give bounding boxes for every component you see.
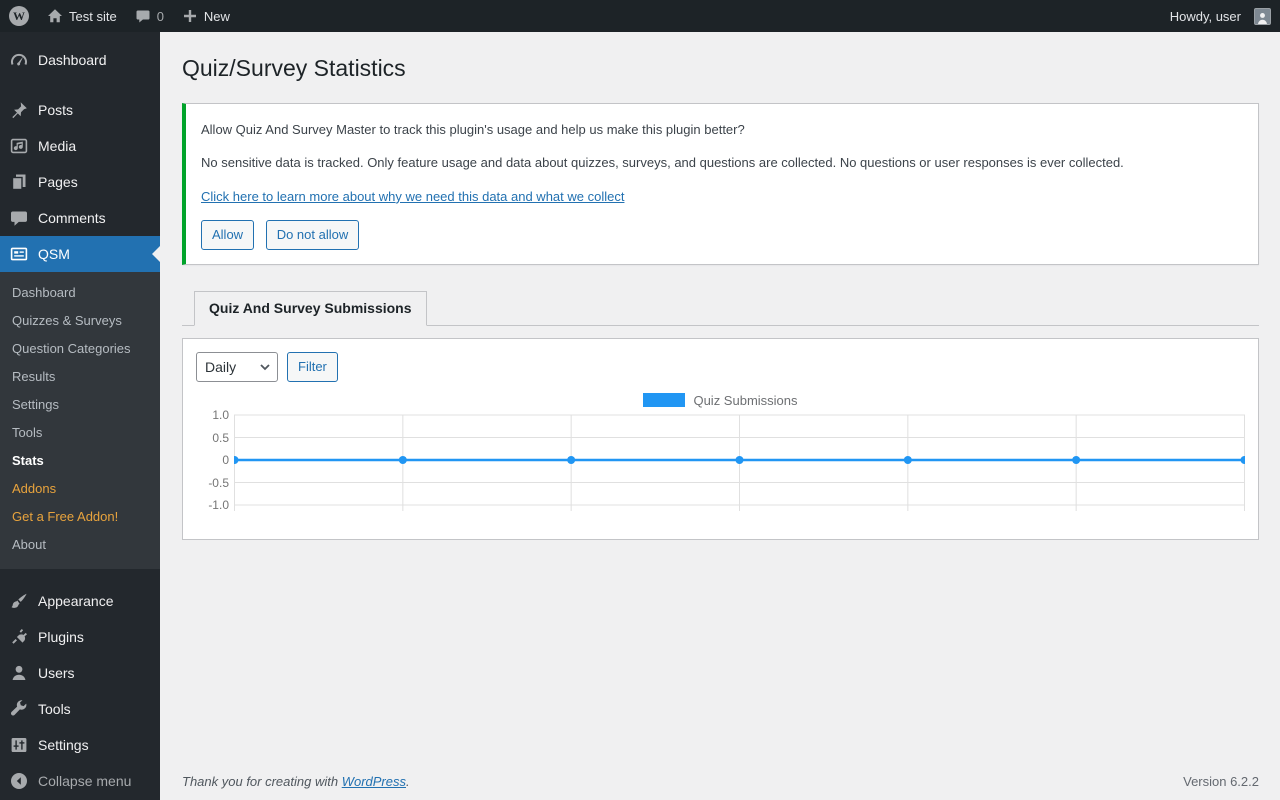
wordpress-menu-button[interactable]: W — [0, 0, 38, 32]
sidebar-item-plugins[interactable]: Plugins — [0, 619, 160, 655]
y-tick-label: -0.5 — [208, 475, 229, 490]
qsm-submenu-item-quizzes-surveys[interactable]: Quizzes & Surveys — [12, 313, 122, 328]
sidebar-item-appearance[interactable]: Appearance — [0, 583, 160, 619]
collapse-menu-label: Collapse menu — [38, 773, 132, 789]
sidebar-item-qsm[interactable]: QSM — [0, 236, 160, 272]
sidebar-item-label: Settings — [38, 737, 89, 753]
avatar — [1254, 7, 1271, 25]
chart-y-axis: 1.0 0.5 0 -0.5 -1.0 — [196, 408, 229, 513]
sidebar-item-label: QSM — [38, 246, 70, 262]
paintbrush-icon — [9, 591, 29, 611]
sidebar-item-label: Dashboard — [38, 52, 107, 68]
site-name: Test site — [69, 8, 117, 24]
admin-bar-left: W Test site 0 New — [0, 0, 239, 32]
comments-bubble-icon — [135, 8, 151, 24]
new-content-button[interactable]: New — [173, 0, 239, 32]
page-title: Quiz/Survey Statistics — [182, 55, 406, 81]
sidebar-item-media[interactable]: Media — [0, 128, 160, 164]
notice-detail: No sensitive data is tracked. Only featu… — [201, 155, 1124, 171]
legend-label: Quiz Submissions — [693, 392, 798, 408]
filter-button[interactable]: Filter — [287, 352, 338, 383]
qsm-submenu-item-dashboard[interactable]: Dashboard — [12, 285, 76, 300]
footer-thanks: Thank you for creating with WordPress. — [182, 774, 410, 789]
site-link[interactable]: Test site — [38, 0, 126, 32]
admin-sidebar: Dashboard Posts Media Pages Comments — [0, 32, 160, 800]
sidebar-item-label: Appearance — [38, 593, 114, 609]
qsm-submenu-item-about[interactable]: About — [12, 537, 46, 552]
chart-canvas — [234, 414, 1245, 512]
qsm-submenu-item-tools[interactable]: Tools — [12, 425, 43, 440]
y-tick-label: 0.5 — [212, 430, 229, 445]
do-not-allow-button[interactable]: Do not allow — [265, 220, 360, 251]
my-account[interactable]: Howdy, user — [1161, 0, 1280, 32]
wordpress-logo-icon: W — [9, 6, 29, 26]
qsm-forms-icon — [9, 244, 29, 264]
stats-tabs: Quiz And Survey Submissions — [182, 291, 1259, 327]
legend-swatch — [643, 393, 686, 408]
new-label: New — [203, 8, 230, 24]
y-tick-label: -1.0 — [208, 498, 229, 513]
qsm-submenu-item-question-categories[interactable]: Question Categories — [12, 341, 131, 356]
qsm-submenu-item-free-addon[interactable]: Get a Free Addon! — [12, 509, 119, 524]
sidebar-item-label: Pages — [38, 174, 78, 190]
sidebar-item-comments[interactable]: Comments — [0, 200, 160, 236]
user-icon — [9, 663, 29, 683]
sidebar-item-dashboard[interactable]: Dashboard — [0, 42, 160, 78]
menu-separator — [0, 78, 160, 92]
sidebar-item-tools[interactable]: Tools — [0, 691, 160, 727]
wrench-icon — [9, 699, 29, 719]
collapse-menu-button[interactable]: Collapse menu — [0, 763, 160, 799]
sidebar-item-posts[interactable]: Posts — [0, 92, 160, 128]
admin-bar-right: Howdy, user — [1161, 0, 1280, 32]
sidebar-item-pages[interactable]: Pages — [0, 164, 160, 200]
sidebar-item-label: Plugins — [38, 629, 84, 645]
admin-bar: W Test site 0 New Howdy, user — [0, 0, 1280, 32]
chart-filter-controls: Daily Filter — [196, 352, 1245, 383]
comments-shortcut[interactable]: 0 — [126, 0, 173, 32]
qsm-submenu-item-addons[interactable]: Addons — [12, 481, 57, 496]
allow-button[interactable]: Allow — [201, 220, 255, 251]
wordpress-link[interactable]: WordPress — [341, 774, 406, 789]
tab-quiz-and-survey-submissions[interactable]: Quiz And Survey Submissions — [194, 291, 427, 327]
admin-footer: Thank you for creating with WordPress. V… — [182, 774, 1259, 789]
y-tick-label: 0 — [222, 453, 229, 468]
submissions-chart-panel: Daily Filter Quiz Submissions 1.0 0.5 0 -0.… — [182, 338, 1259, 541]
qsm-submenu-item-settings[interactable]: Settings — [12, 397, 59, 412]
menu-separator — [0, 569, 160, 583]
submissions-chart: 1.0 0.5 0 -0.5 -1.0 — [196, 408, 1245, 513]
qsm-submenu: Dashboard Quizzes & Surveys Question Cat… — [0, 272, 160, 569]
plus-icon — [182, 8, 198, 24]
tracking-consent-notice: Allow Quiz And Survey Master to track th… — [182, 102, 1259, 266]
footer-version: Version 6.2.2 — [1183, 774, 1259, 789]
chart-legend: Quiz Submissions — [196, 392, 1245, 408]
sidebar-item-label: Tools — [38, 701, 71, 717]
sidebar-item-label: Media — [38, 138, 77, 154]
sliders-icon — [9, 735, 29, 755]
dashboard-icon — [9, 50, 29, 70]
sidebar-item-label: Posts — [38, 102, 74, 118]
qsm-submenu-item-stats[interactable]: Stats — [12, 453, 44, 468]
pages-icon — [9, 172, 29, 192]
sidebar-item-users[interactable]: Users — [0, 655, 160, 691]
plug-icon — [9, 627, 29, 647]
period-select[interactable]: Daily — [196, 352, 278, 383]
collapse-arrow-icon — [9, 771, 29, 791]
notice-question: Allow Quiz And Survey Master to track th… — [201, 121, 745, 137]
sidebar-item-label: Comments — [38, 210, 106, 226]
sidebar-item-label: Users — [38, 665, 75, 681]
home-icon — [47, 8, 63, 24]
comment-icon — [9, 208, 29, 228]
comments-count: 0 — [156, 8, 164, 24]
learn-more-link[interactable]: Click here to learn more about why we ne… — [201, 188, 625, 204]
chart-plot-area — [234, 411, 1245, 513]
pushpin-icon — [9, 100, 29, 120]
media-icon — [9, 136, 29, 156]
qsm-submenu-item-results[interactable]: Results — [12, 369, 56, 384]
howdy-text: Howdy, user — [1169, 8, 1241, 24]
sidebar-item-settings[interactable]: Settings — [0, 727, 160, 763]
main-content: Quiz/Survey Statistics Allow Quiz And Su… — [160, 32, 1280, 800]
y-tick-label: 1.0 — [212, 408, 229, 423]
